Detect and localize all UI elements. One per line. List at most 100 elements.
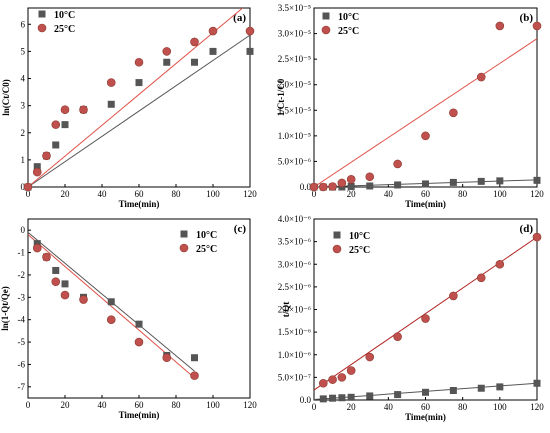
y-tick-label: 0.0: [300, 182, 312, 192]
x-tick-label: 80: [458, 402, 468, 412]
data-point-10c: [449, 178, 457, 186]
x-tick-label: 120: [243, 400, 257, 410]
data-point-10c: [366, 182, 374, 190]
data-point-25c: [42, 151, 51, 161]
y-tick-label: 2.0×10⁻⁵: [278, 80, 311, 90]
data-point-25c: [51, 120, 61, 129]
data-point-10c: [319, 395, 327, 403]
data-point-25c: [346, 366, 356, 375]
data-point-10c: [394, 181, 402, 189]
data-point-10c: [422, 180, 429, 188]
x-tick-label: 100: [206, 400, 220, 410]
y-tick-label: 4: [21, 74, 26, 84]
data-point-10c: [191, 58, 198, 66]
data-point-10c: [209, 47, 217, 55]
x-axis-label: Time(min): [405, 199, 446, 209]
y-tick-label: -1: [18, 248, 26, 258]
legend-label: 10°C: [338, 12, 359, 23]
data-point-25c: [337, 178, 347, 188]
x-tick-label: 0: [26, 400, 31, 410]
y-tick-label: 2: [21, 128, 26, 138]
data-point-25c: [190, 371, 199, 380]
x-tick-label: 60: [135, 189, 145, 199]
data-point-10c: [107, 100, 115, 108]
data-point-25c: [42, 252, 51, 262]
y-axis-label: ln(1-Qt/Qe): [0, 286, 10, 331]
data-point-10c: [394, 391, 402, 399]
legend-marker-10c: [322, 12, 330, 20]
data-point-10c: [107, 298, 115, 306]
data-point-25c: [208, 26, 218, 36]
y-tick-label: 3: [21, 101, 26, 111]
panel-letter: (a): [233, 12, 246, 24]
y-tick-label: -4: [18, 315, 26, 325]
y-tick-label: -3: [18, 292, 26, 302]
data-point-25c: [318, 182, 328, 192]
y-tick-label: -7: [18, 382, 26, 392]
data-point-10c: [347, 182, 355, 190]
fit-line-25c: [313, 236, 538, 391]
y-tick-label: 5.0×10⁻⁷: [278, 372, 311, 382]
y-axis-label: 1/Ct-1/C0: [276, 78, 286, 116]
legend-label: 25°C: [338, 26, 359, 37]
data-point-10c: [52, 266, 60, 274]
y-tick-label: 5: [21, 46, 26, 56]
data-point-10c: [422, 388, 429, 396]
data-point-10c: [191, 354, 198, 362]
x-tick-label: 100: [493, 189, 507, 199]
data-point-10c: [449, 386, 457, 394]
data-point-25c: [495, 259, 505, 269]
data-point-25c: [32, 243, 42, 253]
legend-label: 25°C: [54, 24, 75, 35]
y-tick-label: 0.0: [300, 395, 312, 405]
y-tick-label: 4.0×10⁻⁶: [278, 214, 311, 224]
x-tick-label: 80: [172, 400, 182, 410]
x-tick-label: 20: [61, 189, 71, 199]
data-point-10c: [163, 58, 171, 66]
x-tick-label: 60: [421, 189, 431, 199]
data-point-10c: [496, 177, 504, 185]
legend-marker-10c: [180, 230, 188, 238]
data-point-25c: [495, 21, 505, 31]
fit-line-10c: [27, 34, 251, 188]
y-tick-label: -5: [18, 337, 26, 347]
chart-panel-4: 0 20 40 60 80 100 120 0.0 5.0×10⁻⁷ 1.0×10⁻⁶ 1.5×10…: [278, 214, 544, 422]
data-point-25c: [162, 353, 172, 363]
data-point-25c: [365, 352, 375, 362]
y-axis-label: ln(Ct/C0): [1, 79, 11, 116]
x-tick-label: 20: [347, 402, 357, 412]
data-point-25c: [449, 108, 458, 118]
data-point-25c: [393, 332, 402, 341]
data-point-25c: [328, 375, 337, 384]
data-point-10c: [33, 163, 41, 171]
data-point-25c: [476, 273, 486, 283]
data-point-25c: [106, 315, 116, 324]
panel-letter: (b): [520, 12, 534, 24]
data-point-25c: [449, 291, 458, 301]
data-point-25c: [190, 37, 199, 47]
legend-marker-10c: [38, 10, 46, 18]
data-point-25c: [32, 167, 42, 177]
x-tick-label: 120: [243, 189, 257, 199]
x-tick-label: 20: [61, 400, 71, 410]
y-tick-label: 1.0×10⁻⁵: [278, 131, 311, 141]
legend-marker-25c: [179, 243, 189, 253]
legend-marker-10c: [333, 231, 341, 239]
y-tick-label: 1.5×10⁻⁵: [278, 105, 311, 115]
y-tick-label: 0: [21, 225, 26, 235]
data-point-25c: [532, 232, 542, 242]
x-axis-label: Time(min): [405, 412, 446, 422]
panel-letter: (d): [520, 223, 534, 235]
data-point-25c: [328, 182, 337, 191]
data-point-25c: [365, 172, 375, 182]
chart-panel-3: 0 20 40 60 80 100 120 0 -1 -2 -3 -4 -5 -6 -7 Time(min) l…: [0, 218, 257, 420]
x-tick-label: 20: [347, 189, 357, 199]
legend-label: 10°C: [54, 10, 75, 21]
plot-frame: [313, 218, 538, 401]
data-point-10c: [135, 79, 143, 87]
y-tick-label: 0: [21, 182, 26, 192]
data-point-10c: [338, 394, 346, 402]
y-tick-label: 2.5×10⁻⁵: [278, 54, 311, 64]
legend-label: 10°C: [349, 231, 370, 242]
